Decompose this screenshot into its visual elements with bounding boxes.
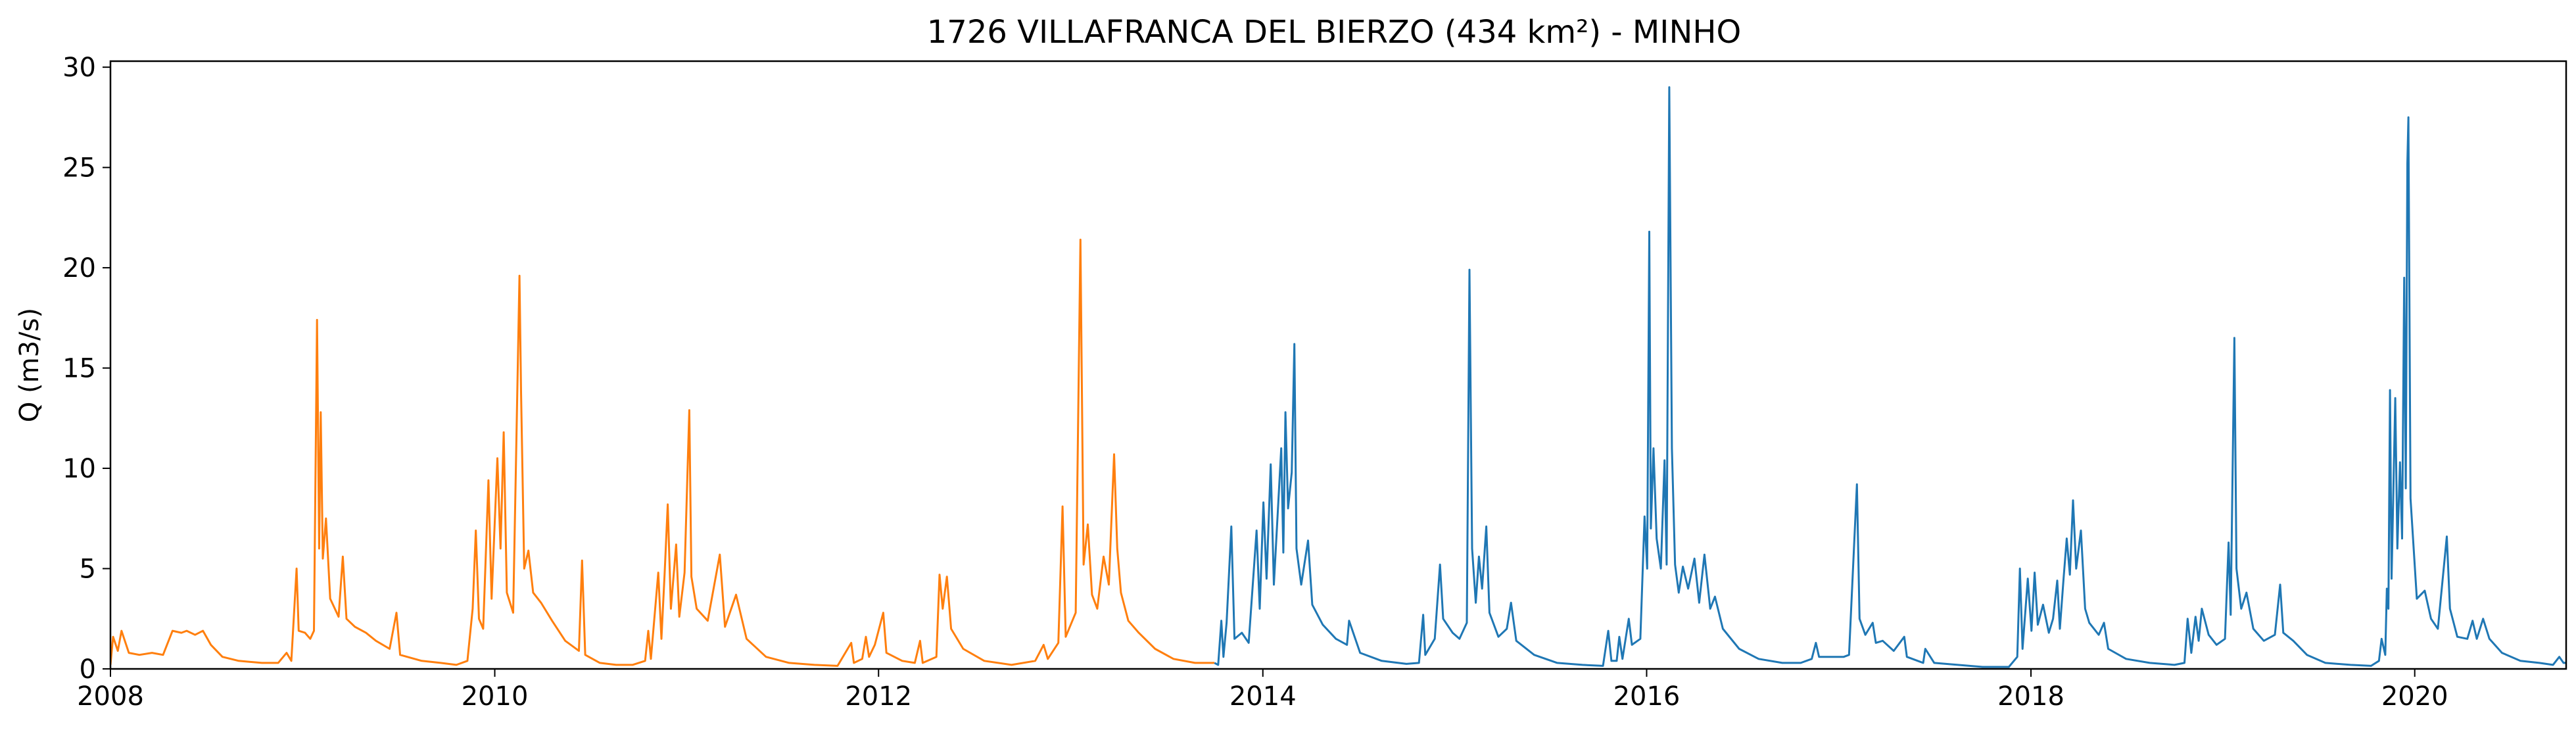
plot-frame [110, 61, 2566, 669]
x-tick-label: 2014 [1229, 681, 1297, 712]
x-tick-label: 2010 [462, 681, 529, 712]
series-line-1 [110, 239, 1214, 666]
y-tick-label: 20 [62, 253, 96, 283]
x-axis: 2008 2010 2012 2014 2016 2018 2020 [77, 669, 2448, 712]
x-tick-label: 2016 [1613, 681, 1681, 712]
y-axis: 0 5 10 15 20 25 30 [62, 53, 110, 685]
chart-title: 1726 VILLAFRANCA DEL BIERZO (434 km²) - … [927, 14, 1741, 51]
x-tick-label: 2012 [845, 681, 912, 712]
series-line-2 [1214, 87, 2566, 667]
series-group [110, 87, 2566, 667]
y-tick-label: 30 [62, 53, 96, 83]
x-tick-label: 2020 [2381, 681, 2448, 712]
y-axis-title: Q (m3/s) [14, 308, 45, 422]
y-tick-label: 0 [80, 654, 96, 685]
y-tick-label: 25 [62, 153, 96, 184]
y-tick-label: 10 [62, 454, 96, 484]
y-tick-label: 5 [80, 554, 96, 585]
y-tick-label: 15 [62, 354, 96, 384]
x-tick-label: 2018 [1997, 681, 2064, 712]
x-tick-label: 2008 [77, 681, 144, 712]
